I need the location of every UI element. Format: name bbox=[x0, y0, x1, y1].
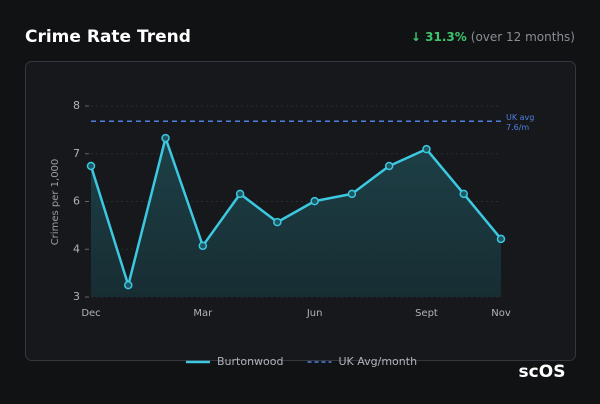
point bbox=[124, 280, 133, 290]
point bbox=[86, 161, 96, 171]
x-tick-label: Nov bbox=[491, 308, 511, 319]
x-tick-label: Mar bbox=[193, 308, 213, 319]
point bbox=[347, 189, 357, 199]
y-tick-label: 6 bbox=[73, 195, 80, 208]
point bbox=[422, 144, 431, 154]
line bbox=[89, 136, 502, 287]
y-tick-label: 7 bbox=[73, 147, 80, 160]
point bbox=[161, 133, 170, 143]
x-tick-label: Dec bbox=[81, 308, 100, 319]
point bbox=[384, 161, 394, 171]
logo: scOS bbox=[519, 362, 566, 382]
point bbox=[459, 189, 468, 199]
legend-label: Burtonwood bbox=[217, 355, 284, 368]
area bbox=[91, 138, 501, 297]
point bbox=[310, 196, 319, 206]
y-tick-label: 3 bbox=[73, 290, 80, 303]
change-note: (over 12 months) bbox=[471, 30, 575, 44]
reference-value-label: 7.6/m bbox=[506, 123, 529, 132]
x-tick-label: Jun bbox=[306, 308, 323, 319]
point bbox=[496, 234, 506, 244]
y-tick-label: 8 bbox=[73, 99, 80, 112]
title: Crime Rate Trend bbox=[25, 27, 191, 47]
change-value: ↓ 31.3% bbox=[411, 30, 467, 44]
point bbox=[198, 241, 208, 251]
y-tick-label: 4 bbox=[73, 242, 80, 255]
reference-label: UK avg bbox=[506, 113, 534, 122]
x-tick-label: Sept bbox=[415, 308, 438, 319]
change: ↓ 31.3% (over 12 months) bbox=[411, 30, 575, 44]
point bbox=[235, 189, 245, 199]
point bbox=[273, 217, 282, 227]
legend-label: UK Avg/month bbox=[339, 355, 418, 368]
y-axis-label: Crimes per 1,000 bbox=[50, 159, 61, 246]
